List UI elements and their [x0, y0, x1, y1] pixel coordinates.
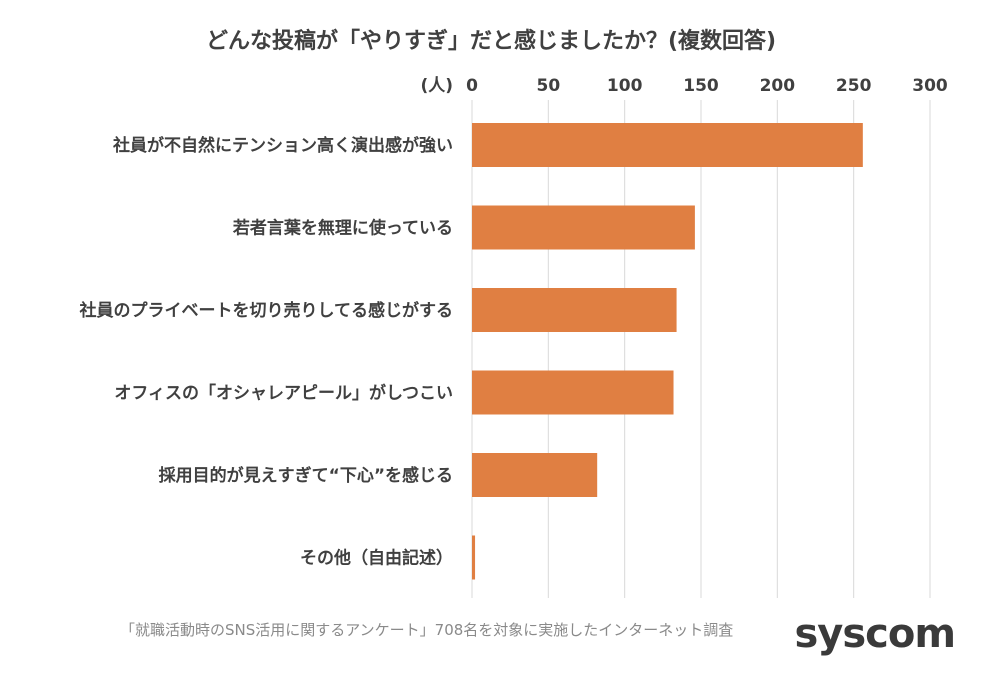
x-tick-label: 0: [466, 76, 478, 96]
bar-5: [472, 535, 476, 580]
x-tick-label: 250: [836, 76, 872, 96]
bar-4: [472, 453, 598, 497]
x-tick-label: 300: [912, 76, 948, 96]
category-label: 若者言葉を無理に使っている: [232, 218, 453, 239]
category-label: その他（自由記述）: [300, 548, 453, 569]
bar-2: [472, 288, 677, 332]
category-label: 社員のプライベートを切り売りしてる感じがする: [79, 300, 454, 321]
x-tick-label: 50: [536, 76, 560, 96]
bar-1: [472, 205, 695, 250]
bar-0: [472, 123, 863, 167]
category-label: 採用目的が見えすぎて“下心”を感じる: [159, 465, 453, 486]
unit-label: (人): [420, 76, 453, 96]
category-label: オフィスの「オシャレアピール」がしつこい: [114, 383, 453, 404]
category-label: 社員が不自然にテンション高く演出感が強い: [112, 135, 453, 156]
bars: [472, 123, 863, 580]
syscom-logo: syscom: [794, 611, 955, 657]
source-note: 「就職活動時のSNS活用に関するアンケート」708名を対象に実施したインターネッ…: [120, 621, 733, 639]
x-tick-label: 150: [683, 76, 719, 96]
bar-3: [472, 370, 674, 415]
chart-title: どんな投稿が「やりすぎ」だと感じましたか？(複数回答): [206, 28, 776, 54]
x-axis-ticks: 0 50 100 150 200 250 300: [466, 76, 948, 96]
category-labels: 社員が不自然にテンション高く演出感が強い若者言葉を無理に使っている社員のプライベ…: [79, 135, 454, 569]
x-tick-label: 200: [760, 76, 796, 96]
x-tick-label: 100: [607, 76, 643, 96]
gridlines: [471, 100, 931, 598]
